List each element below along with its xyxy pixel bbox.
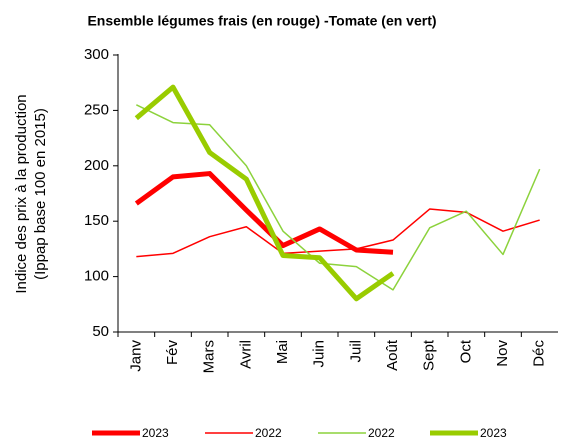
x-tick-label: Avril — [237, 340, 254, 369]
legend-label: 2022 — [255, 426, 282, 439]
x-tick-label: Nov — [494, 340, 511, 367]
y-axis-label: Indice des prix à la production — [13, 94, 30, 293]
series-line — [134, 171, 394, 255]
y-tick-label: 200 — [84, 157, 109, 174]
x-tick-label: Juin — [311, 340, 328, 368]
x-tick-label: Mai — [274, 340, 291, 364]
legend-label: 2022 — [368, 426, 395, 439]
x-tick-label: Mars — [201, 340, 218, 373]
x-tick-label: Fév — [164, 340, 181, 366]
x-tick-label: Juil — [347, 340, 364, 363]
y-tick-label: 250 — [84, 101, 109, 118]
chart-title: Ensemble légumes frais (en rouge) -Tomat… — [87, 13, 436, 29]
y-tick-label: 300 — [84, 46, 109, 63]
y-tick-label: 100 — [84, 268, 109, 285]
legend-label: 2023 — [142, 426, 169, 439]
x-tick-label: Déc — [531, 340, 548, 367]
x-tick-label: Sept — [421, 339, 438, 371]
series-line — [136, 104, 541, 291]
y-tick-label: 50 — [92, 323, 109, 340]
series-line — [134, 84, 395, 302]
y-tick-label: 150 — [84, 212, 109, 229]
legend-label: 2023 — [480, 426, 507, 439]
x-tick-label: Août — [384, 339, 401, 371]
y-axis-label: (Ippap base 100 en 2015) — [32, 108, 49, 280]
x-tick-label: Janv — [127, 340, 144, 372]
series-line — [136, 208, 540, 258]
x-tick-label: Oct — [457, 339, 474, 363]
